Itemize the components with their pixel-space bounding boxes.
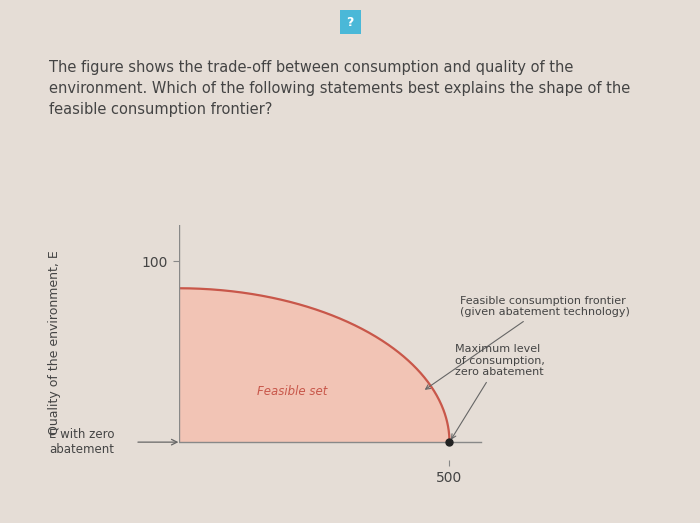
Text: ?: ? xyxy=(346,16,354,29)
Text: The figure shows the trade-off between consumption and quality of the
environmen: The figure shows the trade-off between c… xyxy=(49,60,630,117)
Text: E with zero
abatement: E with zero abatement xyxy=(49,428,115,456)
Y-axis label: Quality of the environment, E: Quality of the environment, E xyxy=(48,250,61,435)
Polygon shape xyxy=(178,288,449,442)
Text: Maximum level
of consumption,
zero abatement: Maximum level of consumption, zero abate… xyxy=(452,344,545,439)
Text: Feasible consumption frontier
(given abatement technology): Feasible consumption frontier (given aba… xyxy=(426,295,630,389)
Text: Feasible set: Feasible set xyxy=(257,385,328,398)
